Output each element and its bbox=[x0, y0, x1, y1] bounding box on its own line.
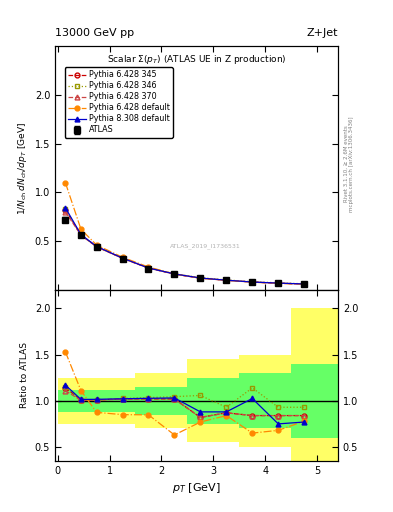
Pythia 6.428 346 bbox=[224, 277, 229, 283]
Pythia 6.428 345 bbox=[224, 277, 229, 283]
Pythia 6.428 346 bbox=[120, 255, 125, 261]
Pythia 6.428 345 bbox=[250, 279, 255, 285]
Y-axis label: Ratio to ATLAS: Ratio to ATLAS bbox=[20, 343, 29, 409]
Pythia 6.428 345 bbox=[94, 244, 99, 250]
Pythia 8.308 default bbox=[172, 271, 177, 277]
Line: Pythia 6.428 370: Pythia 6.428 370 bbox=[63, 209, 307, 286]
Pythia 8.308 default bbox=[146, 265, 151, 271]
Pythia 6.428 346 bbox=[250, 279, 255, 285]
Pythia 8.308 default bbox=[224, 277, 229, 283]
Pythia 6.428 346 bbox=[172, 271, 177, 277]
Pythia 8.308 default bbox=[302, 281, 307, 287]
Pythia 6.428 370 bbox=[120, 255, 125, 262]
Pythia 8.308 default bbox=[79, 231, 83, 238]
Text: ATLAS_2019_I1736531: ATLAS_2019_I1736531 bbox=[170, 243, 241, 249]
Pythia 6.428 346 bbox=[63, 206, 68, 212]
Pythia 6.428 345 bbox=[198, 275, 203, 281]
Pythia 6.428 346 bbox=[146, 265, 151, 271]
Pythia 8.308 default bbox=[198, 275, 203, 281]
Pythia 6.428 default bbox=[172, 271, 177, 277]
Pythia 6.428 default bbox=[276, 281, 281, 287]
Line: Pythia 8.308 default: Pythia 8.308 default bbox=[63, 205, 307, 286]
Pythia 6.428 345 bbox=[146, 265, 151, 271]
Pythia 6.428 370 bbox=[146, 265, 151, 271]
Pythia 6.428 345 bbox=[276, 280, 281, 286]
Pythia 6.428 370 bbox=[94, 244, 99, 250]
Pythia 6.428 345 bbox=[302, 281, 307, 287]
Pythia 6.428 346 bbox=[302, 281, 307, 287]
Pythia 6.428 default bbox=[120, 254, 125, 260]
Text: mcplots.cern.ch [arXiv:1306.3436]: mcplots.cern.ch [arXiv:1306.3436] bbox=[349, 116, 354, 211]
Pythia 6.428 default bbox=[94, 242, 99, 248]
X-axis label: $p_T$ [GeV]: $p_T$ [GeV] bbox=[172, 481, 221, 495]
Pythia 6.428 370 bbox=[79, 232, 83, 238]
Text: 13000 GeV pp: 13000 GeV pp bbox=[55, 28, 134, 38]
Pythia 6.428 345 bbox=[120, 255, 125, 262]
Pythia 6.428 346 bbox=[79, 232, 83, 238]
Pythia 6.428 370 bbox=[63, 209, 68, 215]
Pythia 6.428 370 bbox=[224, 277, 229, 283]
Pythia 6.428 370 bbox=[276, 280, 281, 286]
Pythia 6.428 default bbox=[79, 226, 83, 232]
Line: Pythia 6.428 default: Pythia 6.428 default bbox=[63, 180, 307, 287]
Line: Pythia 6.428 345: Pythia 6.428 345 bbox=[63, 207, 307, 286]
Pythia 8.308 default bbox=[250, 279, 255, 285]
Y-axis label: $1/N_\mathrm{ch}\,dN_\mathrm{ch}/dp_T$ [GeV]: $1/N_\mathrm{ch}\,dN_\mathrm{ch}/dp_T$ [… bbox=[16, 121, 29, 215]
Pythia 6.428 default bbox=[63, 180, 68, 186]
Pythia 6.428 345 bbox=[79, 232, 83, 238]
Text: Rivet 3.1.10, ≥ 2.6M events: Rivet 3.1.10, ≥ 2.6M events bbox=[344, 125, 349, 202]
Text: Z+Jet: Z+Jet bbox=[307, 28, 338, 38]
Line: Pythia 6.428 346: Pythia 6.428 346 bbox=[63, 207, 307, 286]
Pythia 6.428 default bbox=[146, 264, 151, 270]
Pythia 6.428 345 bbox=[63, 207, 68, 213]
Pythia 6.428 370 bbox=[172, 271, 177, 277]
Text: Scalar $\Sigma(p_T)$ (ATLAS UE in Z production): Scalar $\Sigma(p_T)$ (ATLAS UE in Z prod… bbox=[107, 53, 286, 67]
Pythia 6.428 default bbox=[224, 277, 229, 283]
Pythia 6.428 346 bbox=[276, 280, 281, 286]
Pythia 8.308 default bbox=[276, 280, 281, 286]
Pythia 6.428 default bbox=[250, 279, 255, 285]
Pythia 6.428 default bbox=[302, 281, 307, 287]
Pythia 6.428 370 bbox=[250, 279, 255, 285]
Pythia 8.308 default bbox=[120, 255, 125, 261]
Pythia 6.428 default bbox=[198, 275, 203, 282]
Pythia 6.428 370 bbox=[198, 275, 203, 281]
Pythia 6.428 346 bbox=[94, 244, 99, 250]
Pythia 6.428 346 bbox=[198, 274, 203, 281]
Pythia 6.428 345 bbox=[172, 271, 177, 277]
Pythia 8.308 default bbox=[63, 205, 68, 211]
Pythia 8.308 default bbox=[94, 243, 99, 249]
Legend: Pythia 6.428 345, Pythia 6.428 346, Pythia 6.428 370, Pythia 6.428 default, Pyth: Pythia 6.428 345, Pythia 6.428 346, Pyth… bbox=[65, 67, 173, 138]
Pythia 6.428 370 bbox=[302, 281, 307, 287]
